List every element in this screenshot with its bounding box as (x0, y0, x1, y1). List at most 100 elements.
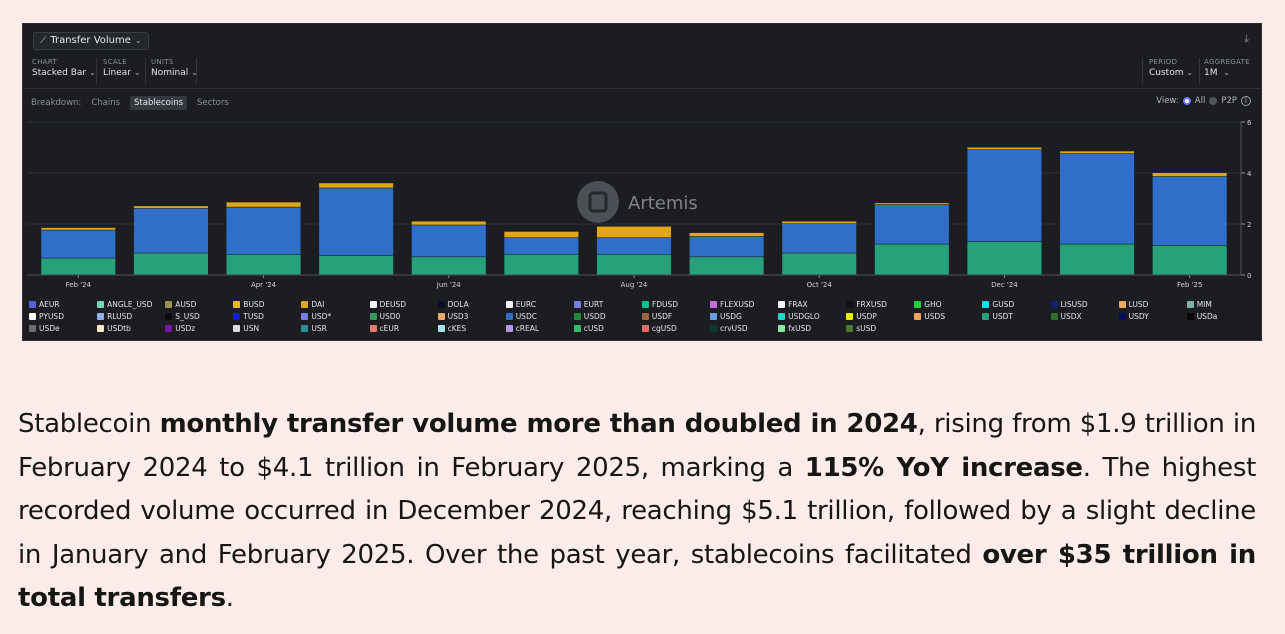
legend-label: AEUR (39, 300, 60, 309)
legend-item[interactable]: EURC (505, 300, 536, 309)
bar-segment (133, 253, 208, 275)
bar-segment (41, 227, 116, 230)
legend-label: USDY (1128, 312, 1149, 321)
chart-title: Transfer Volume (50, 35, 131, 46)
legend-label: FLEXUSD (720, 300, 755, 309)
bar-segment (319, 255, 394, 275)
summary-text: , rising from $1.9 trillion in February … (18, 409, 1256, 483)
bar-segment (504, 254, 579, 275)
period-control[interactable]: PERIOD Custom ⌄ (1149, 58, 1193, 78)
summary-highlight: 115% YoY increase (804, 452, 1083, 483)
legend-item[interactable]: USN (233, 324, 259, 333)
units-control[interactable]: UNITS Nominal ⌄ (151, 58, 198, 78)
legend-item[interactable]: LUSD (1118, 300, 1148, 309)
summary-text: . (225, 583, 234, 613)
legend-swatch (29, 313, 36, 320)
legend-item[interactable]: USD0 (369, 312, 401, 321)
legend-item[interactable]: USDP (846, 312, 877, 321)
legend-item[interactable]: cUSD (573, 324, 604, 333)
bar-segment (596, 226, 672, 238)
legend-swatch (165, 301, 173, 308)
y-tick-label: 6 (1247, 119, 1252, 127)
legend-label: EURT (583, 300, 604, 309)
x-tick-label: Apr '24 (251, 281, 277, 289)
bar-segment (596, 238, 672, 254)
radio-p2p[interactable] (1209, 97, 1218, 105)
legend-item[interactable]: crvUSD (710, 324, 748, 333)
summary-paragraph: Stablecoin monthly transfer volume more … (18, 403, 1256, 621)
legend-item[interactable]: sUSD (846, 324, 876, 333)
legend-item[interactable]: FDUSD (641, 300, 678, 309)
legend-item[interactable]: TUSD (233, 312, 264, 321)
legend-item[interactable]: cEUR (369, 324, 399, 333)
aggregate-control[interactable]: AGGREGATE 1M ⌄ (1204, 58, 1250, 78)
legend-item[interactable]: cKES (437, 324, 466, 333)
legend-label: USDGLO (788, 312, 820, 321)
bar-segment (689, 257, 764, 275)
legend-item[interactable]: USDD (573, 312, 606, 321)
legend-item[interactable]: USDz (165, 324, 195, 333)
legend-item[interactable]: AUSD (165, 300, 196, 309)
chart-title-dropdown[interactable]: ⟋ Transfer Volume ⌄ (33, 32, 149, 50)
tab-chains[interactable]: Chains (91, 98, 121, 108)
legend-item[interactable]: USR (301, 324, 327, 333)
scale-control[interactable]: SCALE Linear ⌄ (103, 58, 141, 78)
legend-item[interactable]: LISUSD (1050, 300, 1088, 309)
legend-swatch (846, 313, 854, 320)
legend-item[interactable]: cgUSD (641, 324, 677, 333)
legend-item[interactable]: USDGLO (778, 312, 820, 321)
tab-sectors[interactable]: Sectors (197, 98, 229, 108)
legend-item[interactable]: EURT (573, 300, 604, 309)
radio-all[interactable] (1182, 97, 1191, 105)
legend-item[interactable]: AEUR (29, 300, 60, 309)
legend-item[interactable]: GHO (914, 300, 942, 309)
chart-type-control[interactable]: CHART Stacked Bar ⌄ (32, 58, 96, 78)
view-option-all[interactable]: All (1194, 96, 1206, 106)
legend-item[interactable]: fxUSD (778, 324, 811, 333)
bar-segment (226, 254, 301, 275)
bar-segment (133, 208, 208, 253)
view-option-p2p[interactable]: P2P (1221, 96, 1237, 106)
legend-item[interactable]: USDC (505, 312, 537, 321)
legend-label: USDz (175, 324, 196, 333)
legend-label: USD3 (447, 312, 469, 321)
download-icon[interactable]: ⤓ (1244, 32, 1249, 45)
bar-segment (782, 224, 857, 253)
bar-segment (1060, 153, 1135, 244)
legend-item[interactable]: FRAX (778, 300, 808, 309)
legend-item[interactable]: DOLA (437, 300, 469, 309)
legend-item[interactable]: USDY (1118, 312, 1149, 321)
bar-segment (874, 244, 949, 275)
legend-swatch (641, 301, 649, 308)
legend-item[interactable]: RLUSD (97, 312, 132, 321)
legend-item[interactable]: FRXUSD (846, 300, 887, 309)
legend-item[interactable]: PYUSD (29, 312, 64, 321)
legend-item[interactable]: DEUSD (369, 300, 406, 309)
legend-item[interactable]: USDG (710, 312, 742, 321)
legend-item[interactable]: S_USD (165, 312, 200, 321)
legend-item[interactable]: MIM (1186, 300, 1212, 309)
legend-item[interactable]: USDa (1186, 312, 1218, 321)
legend-item[interactable]: DAI (301, 300, 324, 309)
breakdown-tabs: Breakdown: Chains Stablecoins Sectors (31, 96, 233, 110)
bar-segment (1060, 244, 1135, 275)
info-icon[interactable]: i (1241, 96, 1251, 106)
legend-item[interactable]: USDtb (97, 324, 131, 333)
legend-item[interactable]: USD* (301, 312, 331, 321)
legend-item[interactable]: ANGLE_USD (97, 300, 152, 309)
legend-label: USDa (1196, 312, 1218, 321)
legend-item[interactable]: USDe (29, 324, 60, 333)
legend-item[interactable]: USDS (914, 312, 945, 321)
legend-item[interactable]: USDT (982, 312, 1013, 321)
legend-item[interactable]: FLEXUSD (710, 300, 754, 309)
tab-stablecoins[interactable]: Stablecoins (130, 96, 188, 110)
legend-item[interactable]: USDF (641, 312, 672, 321)
bar-segment (319, 188, 394, 256)
legend-item[interactable]: USD3 (437, 312, 469, 321)
legend-item[interactable]: BUSD (233, 300, 264, 309)
legend-label: USD0 (379, 312, 401, 321)
legend-item[interactable]: GUSD (982, 300, 1014, 309)
legend-item[interactable]: USDX (1050, 312, 1082, 321)
artemis-logo-mark (588, 191, 608, 213)
legend-item[interactable]: cREAL (505, 324, 539, 333)
